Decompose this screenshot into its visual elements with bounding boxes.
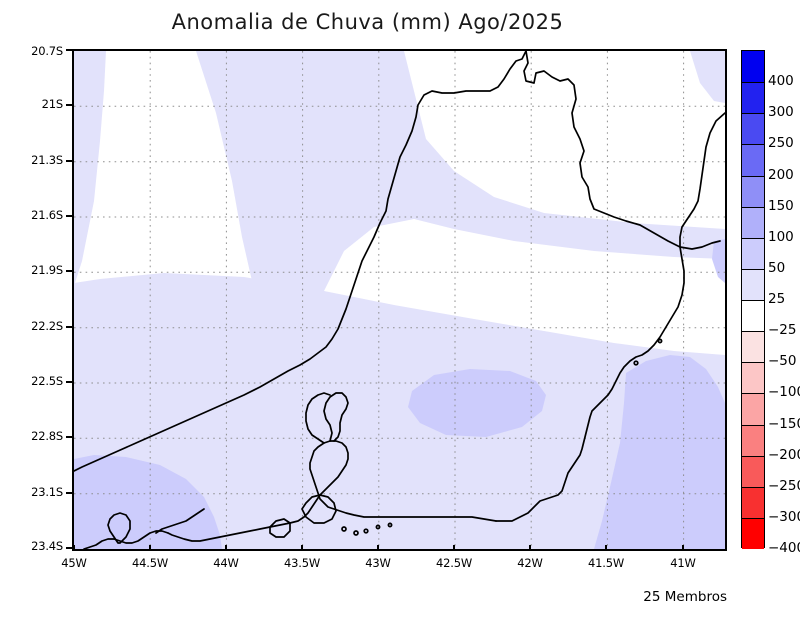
- x-tick: [453, 545, 455, 551]
- x-tick: [529, 545, 531, 551]
- colorbar-tick-11: −150: [768, 415, 800, 432]
- y-axis-label-5: 22.2S: [31, 319, 63, 333]
- y-tick: [66, 160, 72, 162]
- y-tick: [66, 270, 72, 272]
- colorbar-band-15: [742, 517, 764, 549]
- colorbar-tick-10: −100: [768, 384, 800, 401]
- x-axis-label-7: 41.5W: [588, 556, 624, 570]
- colorbar-band-11: [742, 393, 764, 425]
- colorbar-band-3: [742, 144, 764, 176]
- colorbar-band-2: [742, 113, 764, 145]
- x-axis-label-4: 43W: [365, 556, 391, 570]
- x-axis-label-5: 42.5W: [436, 556, 472, 570]
- y-axis-label-3: 21.6S: [31, 208, 63, 222]
- colorbar-tick-0: 400: [768, 73, 794, 90]
- y-tick: [66, 436, 72, 438]
- x-axis-label-3: 43.5W: [284, 556, 320, 570]
- colorbar-band-1: [742, 82, 764, 114]
- x-axis-label-0: 45W: [61, 556, 87, 570]
- colorbar-tick-12: −200: [768, 446, 800, 463]
- y-tick: [66, 215, 72, 217]
- y-axis-label-0: 20.7S: [31, 44, 63, 58]
- y-tick: [66, 381, 72, 383]
- x-tick: [149, 545, 151, 551]
- colorbar-band-0: [742, 51, 764, 83]
- colorbar-band-8: [742, 300, 764, 332]
- colorbar-tick-14: −300: [768, 508, 800, 525]
- coastline: [83, 112, 725, 549]
- band-region-25-50: [74, 51, 725, 549]
- colorbar-tick-1: 300: [768, 104, 794, 121]
- colorbar-tick-6: 50: [768, 259, 786, 276]
- y-axis-label-2: 21.3S: [31, 153, 63, 167]
- colorbar-tick-9: −50: [768, 353, 797, 370]
- colorbar-tick-5: 100: [768, 228, 794, 245]
- colorbar-band-4: [742, 175, 764, 207]
- colorbar-tick-13: −250: [768, 477, 800, 494]
- y-tick: [66, 492, 72, 494]
- ensemble-members-label: 25 Membros: [643, 589, 727, 605]
- y-axis-label-8: 23.1S: [31, 485, 63, 499]
- colorbar-band-5: [742, 206, 764, 238]
- y-tick: [66, 326, 72, 328]
- y-axis-label-4: 21.9S: [31, 263, 63, 277]
- x-axis-label-6: 42W: [517, 556, 543, 570]
- map-canvas: [74, 51, 725, 549]
- y-axis-label-6: 22.5S: [31, 374, 63, 388]
- colorbar[interactable]: [741, 50, 765, 549]
- x-axis-label-8: 41W: [670, 556, 696, 570]
- colorbar-band-10: [742, 362, 764, 394]
- x-tick: [377, 545, 379, 551]
- colorbar-tick-15: −400: [768, 540, 800, 556]
- x-axis-label-1: 44.5W: [132, 556, 168, 570]
- chart-title: Anomalia de Chuva (mm) Ago/2025: [171, 10, 564, 34]
- x-tick: [605, 545, 607, 551]
- colorbar-band-14: [742, 486, 764, 518]
- y-axis-label-9: 23.4S: [31, 539, 63, 553]
- colorbar-band-7: [742, 268, 764, 300]
- colorbar-band-13: [742, 455, 764, 487]
- x-axis-label-2: 44W: [213, 556, 239, 570]
- colorbar-tick-4: 150: [768, 197, 794, 214]
- y-tick: [66, 49, 72, 51]
- y-tick: [66, 104, 72, 106]
- colorbar-band-12: [742, 424, 764, 456]
- x-tick: [301, 545, 303, 551]
- colorbar-tick-7: 25: [768, 291, 786, 307]
- state-boundary-line: [74, 51, 721, 472]
- colorbar-tick-8: −25: [768, 322, 797, 339]
- colorbar-band-6: [742, 237, 764, 269]
- x-tick: [682, 545, 684, 551]
- colorbar-band-9: [742, 331, 764, 363]
- y-axis-label-1: 21S: [41, 97, 64, 111]
- colorbar-tick-2: 250: [768, 135, 794, 152]
- band-region-50-100: [74, 239, 725, 549]
- x-tick: [73, 545, 75, 551]
- colorbar-tick-3: 200: [768, 166, 794, 183]
- y-axis-label-7: 22.8S: [31, 429, 63, 443]
- x-tick: [225, 545, 227, 551]
- map-plot-area[interactable]: [72, 49, 727, 551]
- y-tick: [66, 547, 72, 549]
